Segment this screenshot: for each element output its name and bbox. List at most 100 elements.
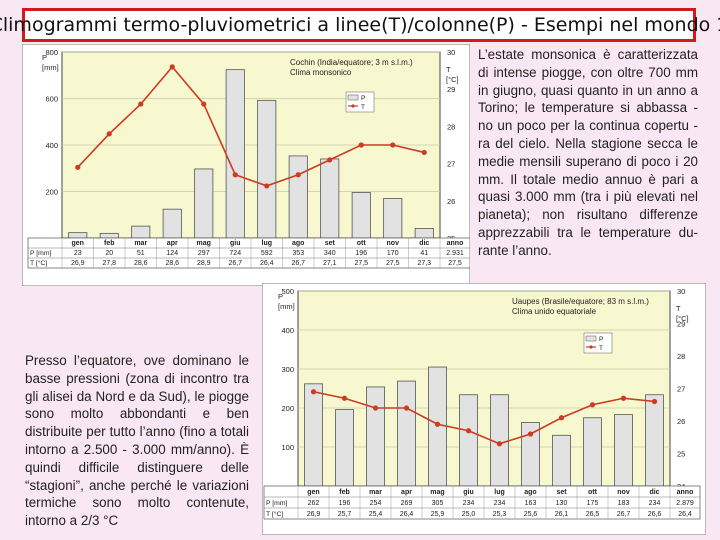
annual-cell-t: 26,4 xyxy=(678,511,692,518)
precipitation-bar xyxy=(614,414,633,487)
temperature-point xyxy=(651,398,658,405)
table-cell-t: 26,7 xyxy=(291,260,305,267)
legend-point-swatch xyxy=(589,345,593,349)
month-label: apr xyxy=(167,240,178,247)
temperature-point xyxy=(589,402,596,408)
month-label: feb xyxy=(104,240,115,247)
month-label: gen xyxy=(307,489,319,496)
table-cell-p: 41 xyxy=(420,250,428,257)
precipitation-bar xyxy=(257,99,277,239)
table-cell-p: 592 xyxy=(261,250,273,257)
y-tick-right: 30 xyxy=(677,287,685,296)
precipitation-bar xyxy=(68,232,88,239)
y-tick-right: 28 xyxy=(677,352,685,361)
table-cell-p: 234 xyxy=(463,500,475,507)
legend-label-t: T xyxy=(599,345,603,352)
table-cell-p: 234 xyxy=(649,500,661,507)
temperature-point xyxy=(358,142,364,148)
page-title: Climogrammi termo-pluviometrici a linee(… xyxy=(0,14,720,36)
table-cell-p: 130 xyxy=(556,500,568,507)
annual-cell-p: 2.931 xyxy=(446,250,464,257)
table-cell-p: 305 xyxy=(432,500,444,507)
table-cell-t: 27,3 xyxy=(417,260,431,267)
temperature-point xyxy=(201,101,207,107)
data-table xyxy=(27,237,470,269)
row-label-p: P [mm] xyxy=(30,250,52,257)
table-cell-t: 26,9 xyxy=(71,260,85,267)
climate-label: Clima monsonico xyxy=(290,68,352,77)
legend-bar-swatch xyxy=(347,94,359,101)
legend-point-swatch xyxy=(351,104,355,108)
table-cell-t: 27,5 xyxy=(354,260,368,267)
description-monsoon: L’estate monsonica è caratterizzata di i… xyxy=(478,47,698,258)
table-cell-p: 51 xyxy=(137,250,145,257)
table-cell-t: 28,9 xyxy=(197,260,211,267)
table-cell-t: 27,8 xyxy=(102,260,116,267)
annual-cell-p: 2.879 xyxy=(676,500,694,507)
month-label: ago xyxy=(524,489,536,496)
y-axis-label-right: T xyxy=(676,304,681,313)
precipitation-bar xyxy=(459,394,478,487)
temperature-point xyxy=(403,405,410,411)
legend-label-t: T xyxy=(361,104,365,111)
table-cell-p: 124 xyxy=(166,250,178,257)
month-label: mar xyxy=(369,489,382,496)
table-cell-p: 170 xyxy=(387,250,399,257)
y-tick-left: 200 xyxy=(45,188,58,197)
y-axis-label-left: [mm] xyxy=(42,63,59,72)
table-cell-t: 26,4 xyxy=(260,260,274,267)
y-tick-left: 600 xyxy=(45,95,58,104)
table-cell-t: 25,0 xyxy=(462,511,476,518)
temperature-point xyxy=(390,142,396,148)
table-cell-p: 353 xyxy=(292,250,304,257)
table-cell-t: 26,5 xyxy=(586,511,600,518)
month-label: lug xyxy=(262,240,273,247)
row-label-p: P [mm] xyxy=(266,500,288,507)
table-cell-t: 26,7 xyxy=(228,260,242,267)
table-cell-p: 262 xyxy=(308,500,320,507)
temperature-point xyxy=(341,395,348,401)
month-label: mar xyxy=(134,240,147,247)
table-cell-t: 26,7 xyxy=(617,511,631,518)
y-tick-left: 400 xyxy=(45,141,58,150)
y-tick-right: 29 xyxy=(447,85,455,94)
precipitation-bar xyxy=(304,383,323,487)
y-axis-label-right: [°C] xyxy=(676,314,689,323)
table-cell-p: 254 xyxy=(370,500,382,507)
temperature-point xyxy=(138,101,144,107)
climate-chart-uaupes: 10020030040050024252627282930P[mm]T[°C]U… xyxy=(262,283,706,535)
table-cell-p: 196 xyxy=(355,250,367,257)
table-cell-t: 27,5 xyxy=(386,260,400,267)
table-cell-t: 28,6 xyxy=(165,260,179,267)
y-tick-left: 800 xyxy=(45,48,58,57)
y-tick-right: 30 xyxy=(447,48,455,57)
table-cell-t: 28,6 xyxy=(134,260,148,267)
station-label: Cochin (India/equatore; 3 m s.l.m.) xyxy=(290,58,413,67)
month-label: mag xyxy=(430,489,444,496)
temperature-line xyxy=(313,390,655,445)
table-cell-p: 183 xyxy=(618,500,630,507)
table-cell-t: 25,3 xyxy=(493,511,507,518)
table-cell-t: 26,6 xyxy=(648,511,662,518)
temperature-point xyxy=(496,441,503,447)
precipitation-bar xyxy=(583,417,602,487)
y-tick-left: 300 xyxy=(281,365,294,374)
table-cell-p: 234 xyxy=(494,500,506,507)
y-tick-left: 200 xyxy=(281,404,294,413)
y-tick-right: 28 xyxy=(447,122,455,131)
precipitation-bar xyxy=(383,198,403,239)
y-tick-right: 26 xyxy=(677,417,685,426)
table-cell-p: 269 xyxy=(401,500,413,507)
y-tick-right: 27 xyxy=(677,385,685,394)
y-tick-right: 29 xyxy=(677,320,685,329)
month-label: mag xyxy=(197,240,211,247)
table-cell-t: 25,9 xyxy=(431,511,445,518)
annual-cell-t: 27,5 xyxy=(448,260,462,267)
legend: PT xyxy=(345,91,375,113)
y-tick-right: 26 xyxy=(447,197,455,206)
climate-chart-cochin: 200400600800252627282930P[mm]T[°C]Cochin… xyxy=(22,44,470,286)
legend: PT xyxy=(583,332,613,354)
precipitation-bar xyxy=(552,434,571,487)
temperature-point xyxy=(310,389,317,395)
month-label: set xyxy=(325,240,336,247)
